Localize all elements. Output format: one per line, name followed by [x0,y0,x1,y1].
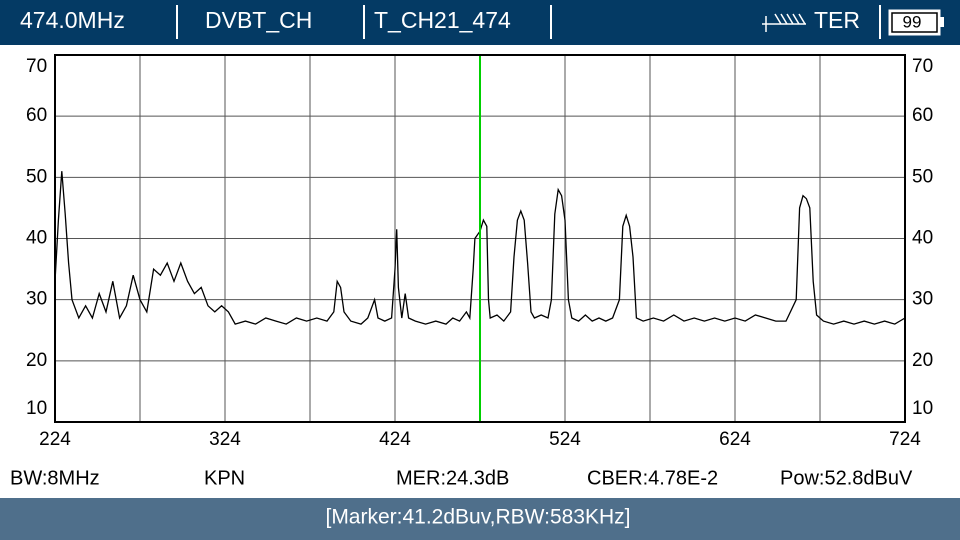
channel: T_CH21_474 [374,7,511,33]
y-tick-label: 50 [912,166,933,187]
y-tick-label: 40 [26,228,47,249]
band: TER [814,7,860,33]
mer: MER:24.3dB [396,467,509,489]
cber: CBER:4.78E-2 [587,467,718,489]
frequency: 474.0MHz [20,7,125,33]
mode: DVBT_CH [205,7,312,33]
plot-frame [54,54,906,423]
y-tick-label: 10 [912,398,933,419]
battery-frame [891,12,938,33]
y-tick-label: 70 [912,56,933,77]
x-tick-label: 724 [889,429,921,450]
operator: KPN [204,467,245,489]
header-separators [176,5,881,39]
battery-level: 99 [903,12,922,31]
y-tick-label: 60 [912,105,933,126]
y-tick-label: 30 [26,289,47,310]
y-tick-label: 70 [26,56,47,77]
x-tick-label: 424 [379,429,411,450]
antenna-icon [762,13,806,32]
header-bar [0,0,960,45]
x-tick-label: 624 [719,429,751,450]
marker-readout: [Marker:41.2dBuv,RBW:583KHz] [325,506,630,529]
y-tick-label: 50 [26,166,47,187]
x-tick-label: 324 [209,429,241,450]
y-tick-label: 30 [912,289,933,310]
y-tick-label: 40 [912,228,933,249]
x-tick-label: 524 [549,429,581,450]
y-tick-label: 60 [26,105,47,126]
y-tick-label: 20 [26,350,47,371]
x-tick-label: 224 [39,429,71,450]
bandwidth: BW:8MHz [10,467,100,489]
y-tick-label: 10 [26,398,47,419]
y-tick-label: 20 [912,350,933,371]
power: Pow:52.8dBuV [780,467,913,489]
footer-bar [0,498,960,540]
spectrum-plot: 10 10 20 20 30 30 40 40 50 50 60 60 70 70 224 324 424 524… [26,54,933,450]
battery-tip [940,17,944,27]
